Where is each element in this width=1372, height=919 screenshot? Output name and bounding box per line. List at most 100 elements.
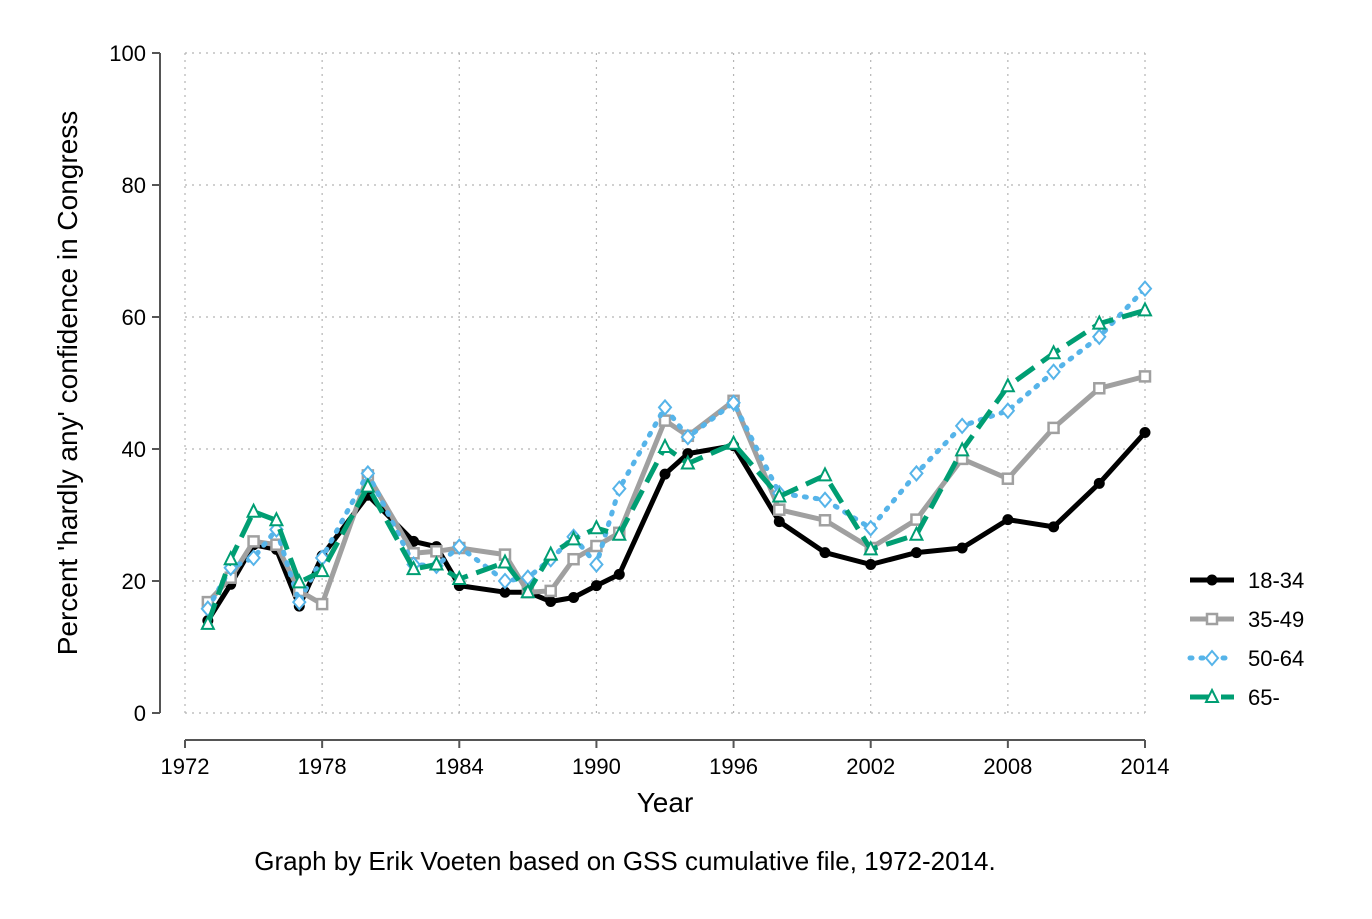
data-point: [451, 538, 467, 556]
data-point: [1001, 472, 1015, 485]
data-point: [1048, 521, 1060, 533]
data-point: [819, 547, 831, 559]
data-point: [954, 441, 970, 457]
data-point: [567, 552, 580, 566]
series-65-: [200, 301, 1153, 630]
data-point: [1045, 344, 1062, 360]
data-point: [910, 513, 923, 526]
data-point: [590, 580, 602, 592]
data-point: [910, 547, 922, 559]
data-point: [565, 530, 582, 546]
data-point: [680, 454, 696, 470]
x-axis-ticks: 1972 1978 1984 1990 1996 2002 2008 2014: [161, 740, 1170, 779]
y-axis-ticks: 0 20 40 60 80 100: [109, 41, 160, 726]
data-point: [360, 477, 376, 493]
data-point: [863, 540, 879, 556]
legend-marker: [1206, 574, 1218, 586]
data-point: [520, 582, 536, 599]
data-point: [817, 491, 833, 509]
series-group: [200, 280, 1153, 630]
data-point: [497, 572, 513, 590]
legend-marker: [1204, 649, 1220, 667]
data-point: [268, 511, 285, 527]
data-point: [725, 434, 742, 450]
data-point: [1093, 477, 1105, 489]
data-point: [568, 592, 580, 603]
legend-item: 18-34: [1190, 568, 1304, 593]
y-tick-label: 20: [122, 569, 146, 594]
caption: Graph by Erik Voeten based on GSS cumula…: [254, 846, 995, 876]
x-tick-label: 1984: [435, 754, 484, 779]
data-point: [771, 487, 787, 503]
x-tick-label: 1990: [572, 754, 621, 779]
legend-label: 65-: [1248, 685, 1280, 710]
x-axis-label: Year: [637, 787, 694, 818]
data-point: [613, 568, 625, 580]
data-point: [1139, 427, 1151, 438]
data-point: [1091, 328, 1107, 346]
series-line: [205, 286, 1148, 612]
data-point: [543, 545, 559, 561]
data-point: [954, 417, 970, 435]
data-point: [1046, 363, 1061, 381]
legend-marker: [1204, 687, 1220, 703]
y-tick-label: 80: [122, 173, 146, 198]
legend-item: 35-49: [1190, 607, 1304, 632]
data-point: [291, 593, 307, 611]
data-point: [544, 584, 557, 598]
data-point: [773, 503, 786, 516]
axes: 0 20 40 60 80 100 1972 1978 1984 1990 1996 2002 200…: [109, 41, 1169, 779]
data-point: [863, 519, 879, 537]
x-tick-label: 1978: [298, 754, 347, 779]
series-line: [205, 307, 1146, 625]
data-point: [589, 555, 604, 574]
x-tick-label: 1972: [161, 754, 210, 779]
legend-label: 18-34: [1248, 568, 1304, 593]
data-point: [818, 514, 832, 527]
data-point: [405, 559, 422, 576]
x-tick-label: 2002: [846, 754, 895, 779]
legend-item: 50-64: [1187, 646, 1304, 671]
data-point: [247, 535, 260, 548]
data-point: [1000, 377, 1016, 393]
legend-label: 35-49: [1248, 607, 1304, 632]
data-point: [246, 549, 261, 567]
legend-item: 65-: [1190, 685, 1280, 710]
data-point: [1091, 314, 1107, 330]
data-point: [428, 555, 445, 571]
data-point: [545, 595, 557, 607]
data-point: [1137, 280, 1153, 298]
data-point: [909, 464, 924, 482]
data-point: [588, 518, 605, 535]
y-tick-label: 100: [109, 41, 146, 66]
data-point: [315, 597, 329, 611]
grid: [184, 52, 1146, 714]
data-point: [726, 394, 741, 412]
y-tick-label: 60: [122, 305, 146, 330]
legend-label: 50-64: [1248, 646, 1304, 671]
x-tick-label: 2008: [983, 754, 1032, 779]
data-point: [497, 553, 513, 569]
x-tick-label: 2014: [1121, 754, 1170, 779]
data-point: [1047, 421, 1060, 435]
data-point: [956, 542, 968, 554]
data-point: [314, 561, 330, 578]
data-point: [1002, 514, 1014, 526]
data-point: [1138, 370, 1152, 383]
data-point: [200, 614, 216, 630]
data-point: [245, 502, 262, 518]
data-point: [430, 545, 443, 558]
data-point: [908, 525, 925, 541]
legend-marker: [1205, 612, 1219, 626]
data-point: [611, 480, 627, 498]
data-point: [451, 569, 467, 586]
data-point: [1093, 382, 1106, 395]
data-point: [223, 549, 239, 566]
data-point: [773, 516, 785, 528]
data-point: [1000, 402, 1016, 420]
data-point: [680, 428, 696, 446]
y-axis-label: Percent 'hardly any' confidence in Congr…: [52, 111, 83, 656]
data-point: [817, 466, 833, 482]
